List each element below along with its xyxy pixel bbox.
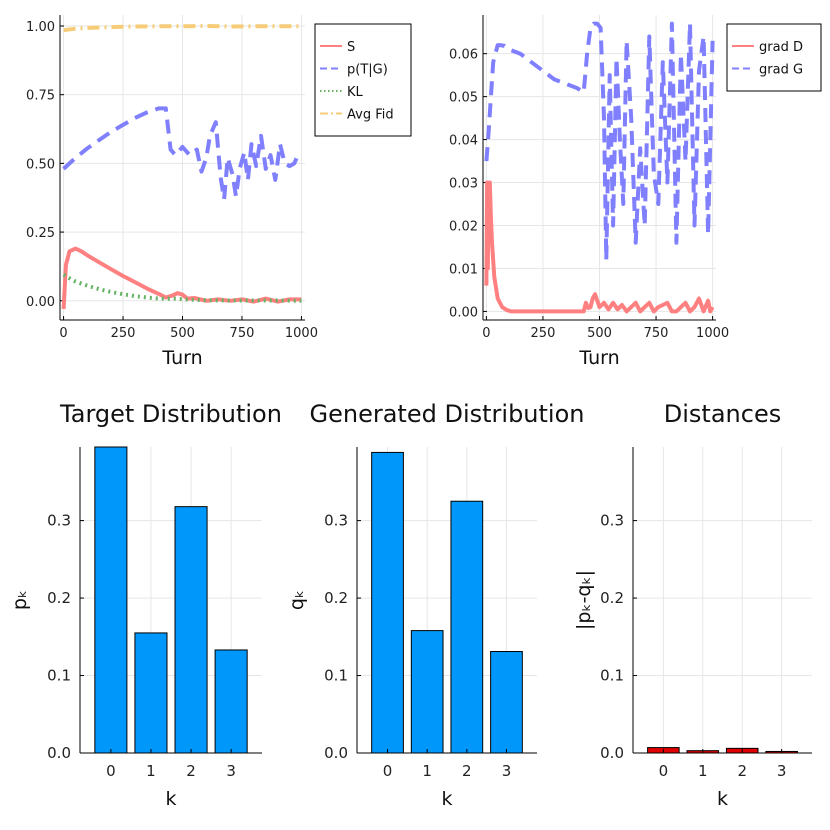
- x-tick-label: 750: [644, 326, 669, 341]
- bar-k-3: [214, 649, 248, 754]
- legend-label: grad G: [759, 63, 803, 78]
- y-tick-label: 0.02: [449, 219, 478, 234]
- bar-k-1: [134, 632, 168, 754]
- y-tick-label: 0.2: [600, 589, 624, 607]
- y-tick-label: 0.2: [324, 589, 348, 607]
- y-tick-label: 0.3: [324, 512, 348, 530]
- x-tick-label: 2: [737, 762, 747, 780]
- series-line-s: [61, 246, 302, 310]
- y-tick-label: 0.04: [449, 134, 478, 149]
- y-tick-label: 0.0: [324, 744, 348, 762]
- y-tick-label: 0.1: [600, 667, 624, 685]
- y-tick-label: 0.0: [600, 744, 624, 762]
- bar-k-3: [490, 651, 523, 754]
- bar-k-0: [94, 446, 128, 754]
- y-tick-label: 0.0: [47, 744, 71, 762]
- series-line-avg-fid: [63, 24, 302, 33]
- x-tick-label: 0: [659, 762, 669, 780]
- bar-k-0: [371, 451, 404, 754]
- p4-bar-plot: 0 1 2 3 0.0 0.1 0.2 0.3 k qₖ Generated Distributio…: [286, 400, 584, 810]
- x-tick-label: 1: [698, 762, 708, 780]
- x-tick-label: 0: [383, 762, 393, 780]
- x-axis-label: k: [441, 788, 452, 810]
- x-tick-label: 1: [146, 762, 156, 780]
- y-tick-label: 0.05: [449, 91, 478, 106]
- x-tick-label: 500: [170, 326, 195, 341]
- plot-title: Target Distribution: [59, 400, 282, 428]
- y-tick-label: 0.50: [26, 157, 55, 172]
- x-tick-label: 1000: [285, 326, 318, 341]
- bar-k-2: [174, 506, 208, 754]
- legend-label: S: [347, 40, 355, 55]
- legend-frame: [314, 23, 412, 137]
- p1-legend: Sp(T|G) KL Avg Fid: [314, 23, 412, 137]
- y-tick-label: 0.06: [449, 48, 478, 63]
- x-tick-label: 2: [462, 762, 472, 780]
- x-tick-label: 250: [531, 326, 556, 341]
- y-tick-label: 0.25: [26, 226, 55, 241]
- p1-line-plot: 0 250 500 750 1000 0.00 0.25 0.50 0.75 1.00 Turn Sp…: [26, 15, 412, 369]
- x-tick-label: 1000: [696, 326, 729, 341]
- legend-label: p(T|G): [347, 63, 388, 78]
- y-axis-label: |pₖ-qₖ|: [573, 570, 595, 630]
- x-tick-label: 3: [502, 762, 512, 780]
- y-tick-label: 0.03: [449, 177, 478, 192]
- y-tick-label: 0.3: [47, 512, 71, 530]
- y-tick-label: 0.75: [26, 89, 55, 104]
- x-tick-label: 250: [111, 326, 136, 341]
- legend-frame: [726, 23, 822, 92]
- y-tick-label: 0.00: [26, 295, 55, 310]
- x-axis-label: Turn: [161, 347, 202, 369]
- p5-bar-plot: 0 1 2 3 0.0 0.1 0.2 0.3 k |pₖ-qₖ| Distances: [573, 400, 812, 810]
- x-axis-label: k: [717, 788, 728, 810]
- y-axis-label: pₖ: [9, 590, 31, 610]
- x-tick-label: 750: [230, 326, 255, 341]
- y-tick-label: 0.1: [324, 667, 348, 685]
- p2-legend: grad D grad G: [726, 23, 822, 92]
- y-axis-label: qₖ: [286, 590, 308, 610]
- x-tick-label: 0: [59, 326, 67, 341]
- p2-line-plot: 0 250 500 750 1000 0.00 0.01 0.02 0.03 0.04 0.05 0.…: [449, 15, 822, 369]
- legend-label: KL: [347, 85, 364, 100]
- x-tick-label: 500: [587, 326, 612, 341]
- y-tick-label: 0.01: [449, 262, 478, 277]
- legend-label: Avg Fid: [347, 108, 394, 123]
- x-tick-label: 2: [186, 762, 196, 780]
- y-tick-label: 0.1: [47, 667, 71, 685]
- y-tick-label: 0.3: [600, 512, 624, 530]
- x-axis-label: k: [165, 788, 176, 810]
- p3-bar-plot: 0 1 2 3 0.0 0.1 0.2 0.3 k pₖ Target Distribution: [9, 400, 282, 810]
- bar-k-2: [450, 500, 484, 754]
- bar-k-1: [410, 630, 444, 754]
- plot-title: Distances: [664, 400, 781, 428]
- y-tick-label: 0.00: [449, 305, 478, 320]
- legend-label: grad D: [759, 40, 803, 55]
- x-tick-label: 3: [777, 762, 787, 780]
- y-tick-label: 0.2: [47, 589, 71, 607]
- y-tick-label: 1.00: [26, 20, 55, 35]
- x-tick-label: 1: [422, 762, 432, 780]
- plot-title: Generated Distribution: [310, 400, 585, 428]
- x-tick-label: 3: [226, 762, 236, 780]
- x-tick-label: 0: [482, 326, 490, 341]
- x-axis-label: Turn: [578, 347, 619, 369]
- series-line-grad-d: [484, 180, 715, 314]
- x-tick-label: 0: [106, 762, 116, 780]
